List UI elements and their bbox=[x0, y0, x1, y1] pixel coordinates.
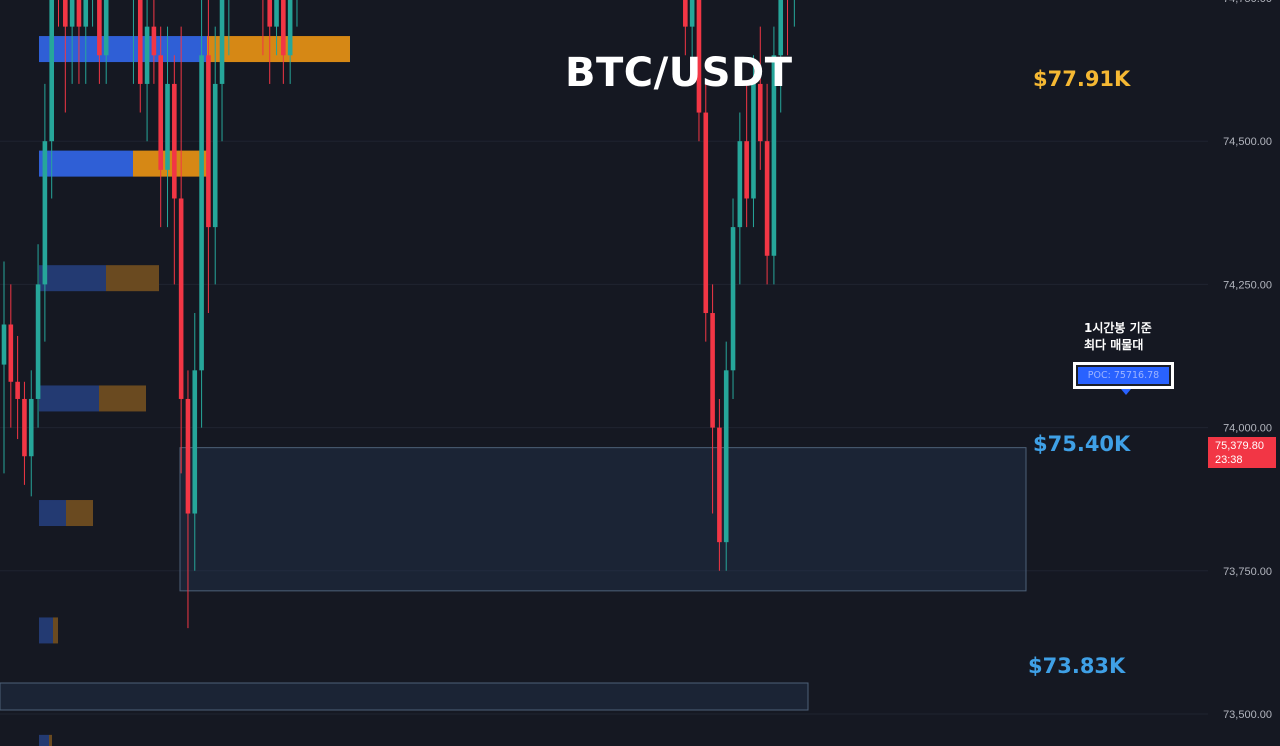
candle-body bbox=[281, 0, 286, 56]
candle-body bbox=[703, 112, 709, 314]
candle-body bbox=[771, 55, 777, 256]
candle-body bbox=[8, 324, 14, 382]
candle-body bbox=[206, 55, 211, 228]
candle-body bbox=[751, 83, 756, 199]
candle-body bbox=[63, 0, 68, 27]
candle-body bbox=[219, 0, 225, 84]
candle-body bbox=[212, 83, 218, 228]
candle-body bbox=[717, 427, 722, 543]
candle-body bbox=[76, 0, 82, 27]
candle-body bbox=[287, 0, 293, 56]
poc-pointer-icon bbox=[1121, 389, 1131, 395]
candle-body bbox=[22, 398, 27, 457]
candle-body bbox=[172, 83, 177, 199]
poc-label-box: POC: 75716.78 bbox=[1073, 362, 1174, 389]
level-label-mid: $75.40K bbox=[1033, 432, 1131, 456]
candle-body bbox=[778, 0, 784, 56]
volume-profile bbox=[39, 36, 350, 746]
poc-label: POC: 75716.78 bbox=[1078, 367, 1169, 384]
candle-body bbox=[28, 398, 34, 457]
candle-body bbox=[710, 313, 715, 428]
candle-body bbox=[737, 141, 743, 228]
volume-bar-up bbox=[39, 500, 66, 527]
volume-bar-up bbox=[39, 150, 133, 177]
candle-body bbox=[185, 398, 191, 514]
volume-bar-up bbox=[39, 385, 99, 412]
y-tick-label: 73,750.00 bbox=[1223, 566, 1272, 578]
y-tick-label: 73,500.00 bbox=[1223, 709, 1272, 721]
candle-body bbox=[689, 0, 695, 27]
candle-body bbox=[97, 0, 102, 56]
volume-bar-down bbox=[49, 734, 52, 746]
candle-body bbox=[137, 0, 143, 84]
level-zones bbox=[0, 447, 1027, 711]
volume-bar-up bbox=[39, 265, 106, 292]
volume-bar-down bbox=[99, 385, 146, 412]
chart-title: BTC/USDT bbox=[565, 50, 793, 96]
candle-body bbox=[683, 0, 688, 27]
poc-note-line-1: 1시간봉 기준 bbox=[1084, 321, 1152, 335]
volume-bar-up bbox=[39, 734, 49, 746]
poc-note-line-2: 최다 매물대 bbox=[1084, 338, 1144, 352]
candle-body bbox=[144, 26, 150, 84]
volume-bar-down bbox=[207, 36, 350, 63]
candle-body bbox=[199, 55, 204, 371]
volume-bar-down bbox=[53, 617, 58, 644]
candle-countdown: 23:38 bbox=[1215, 454, 1243, 466]
y-tick-label: 74,000.00 bbox=[1223, 423, 1272, 435]
candle-body bbox=[757, 83, 763, 142]
level-label-high: $77.91K bbox=[1033, 67, 1131, 91]
volume-bar-down bbox=[66, 500, 93, 527]
candle-body bbox=[158, 55, 164, 170]
candle-body bbox=[49, 0, 54, 142]
candle-body bbox=[267, 0, 273, 27]
level-zone bbox=[179, 447, 1027, 592]
candle-body bbox=[178, 198, 184, 399]
level-zone-extension bbox=[0, 682, 809, 711]
volume-bar-down bbox=[133, 150, 210, 177]
poc-annotation: 1시간봉 기준 최다 매물대 bbox=[1084, 320, 1152, 354]
volume-bar-down bbox=[106, 265, 159, 292]
y-tick-label: 74,750.00 bbox=[1223, 0, 1272, 5]
y-tick-label: 74,500.00 bbox=[1223, 136, 1272, 148]
y-tick-label: 74,250.00 bbox=[1223, 279, 1272, 291]
candle-body bbox=[274, 0, 279, 27]
candle-body bbox=[723, 370, 729, 543]
volume-bar-up bbox=[39, 36, 207, 63]
candle-body bbox=[35, 284, 41, 399]
candle-body bbox=[744, 141, 749, 199]
candle-body bbox=[165, 83, 170, 170]
candle-body bbox=[696, 0, 702, 113]
price-axis: 73,500.00 73,750.00 74,000.00 74,250.00 74,5… bbox=[1223, 0, 1272, 721]
volume-bar-up bbox=[39, 617, 53, 644]
candle-body bbox=[192, 370, 198, 514]
candle-body bbox=[103, 0, 109, 56]
candle-body bbox=[151, 26, 157, 56]
candles bbox=[1, 0, 795, 629]
current-price-tag: 75,379.80 23:38 bbox=[1208, 437, 1276, 468]
level-label-low: $73.83K bbox=[1028, 654, 1126, 678]
candle-body bbox=[730, 227, 736, 371]
candle-body bbox=[1, 324, 7, 365]
candle-body bbox=[42, 141, 48, 285]
candle-body bbox=[764, 141, 770, 256]
candle-body bbox=[69, 0, 75, 27]
current-price: 75,379.80 bbox=[1215, 440, 1264, 452]
candle-body bbox=[83, 0, 89, 27]
candle-body bbox=[15, 381, 20, 399]
